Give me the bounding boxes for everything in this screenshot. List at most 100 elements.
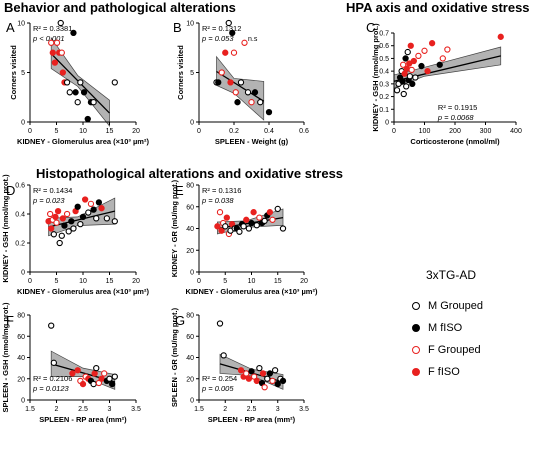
x-axis-title: KIDNEY - Glomerulus area (×10³ µm²) bbox=[17, 137, 149, 146]
data-point bbox=[222, 223, 229, 230]
y-tick-label: 0.3 bbox=[379, 81, 389, 88]
data-point bbox=[401, 70, 408, 77]
chart-e: 0 5 10 15 20 0 20 40 60 80 KIDNEY - Glomerulus are… bbox=[170, 179, 318, 296]
y-axis-title: SPLEEN - GR (mU/mg prot.) bbox=[170, 307, 179, 407]
x-tick-label: 10 bbox=[79, 278, 87, 285]
section-title-histo: Histopathological alterations and oxidat… bbox=[36, 166, 344, 181]
data-point bbox=[393, 87, 401, 94]
x-tick-label: 15 bbox=[106, 128, 114, 135]
data-point bbox=[409, 80, 416, 88]
x-tick-label: 15 bbox=[274, 278, 282, 285]
y-tick-label: 20 bbox=[186, 376, 194, 383]
y-tick-label: 40 bbox=[186, 226, 194, 233]
data-point bbox=[237, 79, 245, 86]
data-point bbox=[439, 55, 446, 62]
x-tick-label: 0 bbox=[392, 128, 396, 135]
data-point bbox=[48, 322, 55, 329]
legend-marker-f-grouped bbox=[412, 346, 420, 354]
legend-title: 3xTG-AD bbox=[426, 268, 477, 282]
data-point bbox=[214, 223, 221, 230]
data-point bbox=[436, 61, 443, 68]
data-point bbox=[230, 49, 238, 56]
data-point bbox=[415, 52, 422, 60]
data-point bbox=[91, 370, 98, 377]
data-point bbox=[407, 42, 414, 49]
legend-item-m-grouped: M Grouped bbox=[398, 300, 548, 322]
x-tick-label: 1.5 bbox=[25, 406, 35, 413]
chart-d: 0 5 10 15 20 0 0.2 0.4 0.6 KIDNEY - Glomerulus ar… bbox=[1, 174, 149, 296]
data-point bbox=[399, 78, 406, 85]
panel-letter-b: B bbox=[173, 20, 182, 35]
data-point bbox=[84, 115, 91, 123]
stat-line: p = 0.005 bbox=[201, 384, 234, 393]
data-point bbox=[269, 216, 276, 223]
x-tick-label: 2 bbox=[55, 406, 59, 413]
x-axis-title: KIDNEY - Glomerulus area (×10³ µm²) bbox=[17, 287, 149, 296]
regression-line bbox=[216, 70, 265, 102]
data-point bbox=[410, 57, 417, 65]
x-tick-label: 20 bbox=[300, 278, 308, 285]
x-axis-title: SPLEEN - RP area (mm²) bbox=[208, 415, 296, 424]
chart-a: 0 5 10 15 20 0 5 10 KIDNEY - Glomerulus area (×1… bbox=[9, 19, 149, 146]
data-point bbox=[111, 373, 118, 380]
data-point bbox=[274, 205, 281, 213]
x-tick-label: 1.5 bbox=[194, 406, 204, 413]
data-point bbox=[251, 89, 259, 96]
legend: 3xTG-AD M Grouped M fISO F Grouped F fIS… bbox=[398, 268, 548, 388]
y-tick-label: 60 bbox=[186, 204, 194, 211]
data-point bbox=[424, 67, 431, 75]
data-point bbox=[49, 49, 56, 56]
chart-f: 1.5 2 2.5 3 3.5 0 20 40 60 80 SPLEEN - RP area (mm… bbox=[1, 302, 141, 424]
legend-marker-f-fiso bbox=[412, 368, 420, 376]
data-point bbox=[245, 375, 253, 382]
x-tick-label: 0 bbox=[28, 128, 32, 135]
data-point bbox=[77, 220, 84, 228]
data-point bbox=[68, 218, 75, 225]
data-point bbox=[265, 108, 273, 116]
data-point bbox=[51, 59, 59, 66]
stat-line: p = 0.038 bbox=[201, 196, 234, 205]
x-axis-title: SPLEEN - RP area (mm²) bbox=[39, 415, 127, 424]
data-point bbox=[72, 89, 79, 96]
x-tick-label: 100 bbox=[419, 128, 431, 135]
y-axis-title: SPLEEN - GSH (nmol/mg prot.) bbox=[1, 302, 10, 413]
section-title-hpa: HPA axis and oxidative stress bbox=[346, 0, 530, 15]
data-point bbox=[402, 55, 409, 62]
data-point bbox=[261, 217, 268, 225]
data-point bbox=[65, 228, 72, 235]
legend-label-m-fiso: M fISO bbox=[428, 322, 463, 334]
y-tick-label: 60 bbox=[17, 334, 25, 341]
data-point bbox=[50, 231, 57, 238]
data-point bbox=[103, 215, 110, 222]
legend-label-f-grouped: F Grouped bbox=[428, 344, 481, 356]
x-tick-label: 0.4 bbox=[264, 128, 274, 135]
y-tick-label: 5 bbox=[21, 70, 25, 77]
x-axis-title: KIDNEY - Glomerulus area (×10³ µm²) bbox=[186, 287, 318, 296]
data-point bbox=[74, 367, 81, 374]
data-point bbox=[497, 33, 504, 40]
data-point bbox=[98, 205, 105, 212]
data-point bbox=[90, 99, 97, 106]
x-tick-label: 3.5 bbox=[299, 406, 309, 413]
x-tick-label: 0.6 bbox=[299, 128, 309, 135]
data-point bbox=[400, 90, 407, 98]
data-point bbox=[98, 375, 105, 382]
y-tick-label: 0 bbox=[21, 120, 25, 127]
data-point bbox=[106, 375, 113, 382]
x-tick-label: 15 bbox=[106, 278, 114, 285]
x-tick-label: 3 bbox=[276, 406, 280, 413]
panel-letter-c: C bbox=[366, 20, 376, 35]
chart-g: 1.5 2 2.5 3 3.5 0 20 40 60 80 SPLEEN - RP area (mm… bbox=[170, 307, 309, 424]
y-tick-label: 20 bbox=[17, 376, 25, 383]
x-tick-label: 0.2 bbox=[229, 128, 239, 135]
y-tick-label: 0.6 bbox=[379, 43, 389, 50]
data-point bbox=[243, 216, 250, 223]
data-point bbox=[225, 19, 232, 27]
data-point bbox=[220, 352, 227, 359]
data-point bbox=[87, 200, 95, 207]
y-tick-label: 0.6 bbox=[15, 183, 25, 190]
data-point bbox=[261, 384, 268, 391]
data-point bbox=[56, 239, 63, 247]
data-point bbox=[412, 74, 419, 81]
